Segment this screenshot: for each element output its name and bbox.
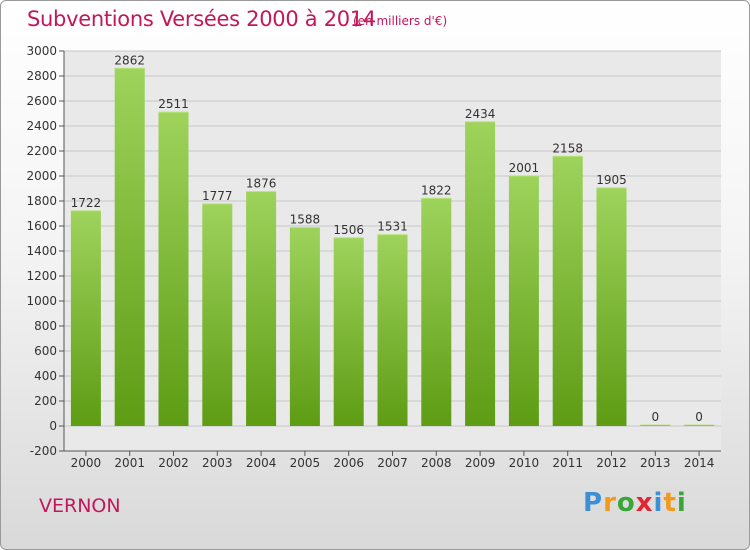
x-tick-label: 2013 — [640, 456, 671, 470]
y-tick-label: 1200 — [26, 269, 57, 283]
x-tick-label: 2007 — [377, 456, 408, 470]
x-tick-label: 2000 — [71, 456, 102, 470]
x-tick-label: 2014 — [684, 456, 715, 470]
y-tick-label: 1600 — [26, 219, 57, 233]
x-tick-label: 2009 — [465, 456, 496, 470]
data-label: 1722 — [71, 196, 102, 210]
data-label: 2511 — [158, 97, 189, 111]
proxiti-logo[interactable]: Proxiti — [583, 488, 687, 518]
x-tick-label: 2010 — [509, 456, 540, 470]
commune-name: VERNON — [39, 495, 121, 517]
data-label: 2001 — [509, 161, 540, 175]
x-tick-label: 2008 — [421, 456, 452, 470]
x-tick-label: 2011 — [552, 456, 583, 470]
data-label: 1876 — [246, 177, 277, 191]
bar — [114, 68, 145, 426]
bar — [377, 234, 408, 426]
bar — [158, 112, 189, 426]
y-tick-label: 1800 — [26, 194, 57, 208]
y-tick-label: 2400 — [26, 119, 57, 133]
logo-letter: x — [635, 488, 654, 518]
bar — [202, 203, 233, 426]
x-tick-label: 2002 — [158, 456, 189, 470]
data-label: 1905 — [596, 173, 627, 187]
y-tick-label: 800 — [34, 319, 57, 333]
logo-letter: i — [653, 488, 664, 518]
bar — [465, 121, 496, 426]
data-label: 2434 — [465, 107, 496, 121]
y-tick-label: 600 — [34, 344, 57, 358]
x-tick-label: 2004 — [246, 456, 277, 470]
x-tick-label: 2001 — [114, 456, 145, 470]
x-tick-label: 2012 — [596, 456, 627, 470]
data-label: 1506 — [333, 223, 364, 237]
bar — [421, 198, 452, 426]
logo-letter: r — [603, 488, 617, 518]
logo-letter: o — [616, 488, 636, 518]
y-tick-label: 1400 — [26, 244, 57, 258]
chart-subtitle: (en milliers d'€) — [353, 14, 448, 28]
data-label: 2158 — [552, 141, 583, 155]
data-label: 1822 — [421, 183, 452, 197]
data-label: 1531 — [377, 220, 408, 234]
x-tick-label: 2003 — [202, 456, 233, 470]
y-tick-label: 400 — [34, 369, 57, 383]
data-label: 0 — [695, 410, 703, 424]
data-label: 2862 — [114, 53, 145, 67]
y-tick-label: 2000 — [26, 169, 57, 183]
bar — [508, 175, 539, 426]
y-tick-label: 2600 — [26, 94, 57, 108]
y-tick-label: 1000 — [26, 294, 57, 308]
bar — [333, 237, 364, 426]
y-tick-label: 2200 — [26, 144, 57, 158]
x-tick-label: 2005 — [290, 456, 321, 470]
data-label: 1588 — [290, 213, 321, 227]
chart-title: Subventions Versées 2000 à 2014 — [27, 7, 376, 31]
bar — [596, 187, 627, 426]
y-tick-label: 3000 — [26, 44, 57, 58]
bar — [70, 210, 101, 426]
y-tick-label: -200 — [30, 444, 57, 458]
y-tick-label: 0 — [49, 419, 57, 433]
logo-letter: i — [676, 488, 687, 518]
bar — [289, 227, 320, 426]
data-label: 1777 — [202, 189, 233, 203]
logo-letter: P — [583, 488, 604, 518]
logo-letter: t — [663, 488, 677, 518]
y-tick-label: 2800 — [26, 69, 57, 83]
bar — [552, 156, 583, 426]
bar — [246, 191, 277, 426]
y-tick-label: 200 — [34, 394, 57, 408]
x-tick-label: 2006 — [333, 456, 364, 470]
data-label: 0 — [651, 410, 659, 424]
